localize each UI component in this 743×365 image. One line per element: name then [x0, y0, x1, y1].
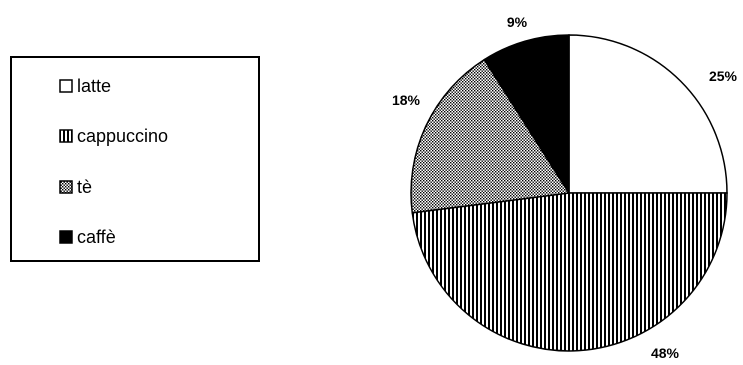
pie-slice-cappuccino	[411, 192, 728, 352]
legend-label-cappuccino: cappuccino	[77, 126, 169, 146]
legend-swatch-te	[59, 180, 73, 194]
legend-label-te: tè	[77, 177, 93, 197]
pie-label-latte: 25%	[709, 68, 738, 84]
pie-slice-latte	[568, 34, 728, 194]
pie-label-cappuccino: 48%	[651, 345, 680, 361]
legend-item-caffe: caffè	[59, 225, 116, 249]
legend-item-latte: latte	[59, 74, 111, 98]
pie-slice-caffe	[483, 34, 570, 196]
legend-item-cappuccino: cappuccino	[59, 124, 168, 148]
legend-swatch-caffe	[59, 230, 73, 244]
legend-swatch-cappuccino	[59, 129, 73, 143]
pie-label-caffe: 9%	[507, 14, 528, 30]
pie-label-te: 18%	[392, 92, 421, 108]
pie-slice-te	[410, 58, 571, 214]
legend-label-latte: latte	[77, 76, 112, 96]
chart-legend: latte cappuccino tè caffè	[10, 56, 260, 262]
legend-item-te: tè	[59, 175, 92, 199]
legend-swatch-latte	[59, 79, 73, 93]
legend-label-caffe: caffè	[77, 227, 116, 247]
